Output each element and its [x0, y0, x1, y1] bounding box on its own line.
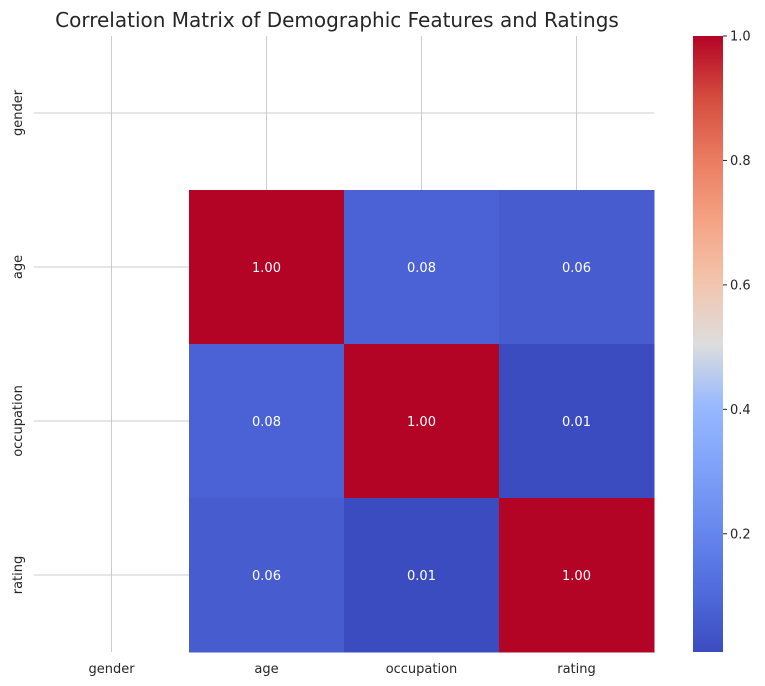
colorbar-tick-label: 0.4: [730, 403, 751, 418]
cell-value-label: 0.08: [407, 261, 436, 276]
y-tick-label: occupation: [11, 385, 26, 457]
cell-value-label: 1.00: [562, 569, 591, 584]
heatmap-cell: [344, 344, 500, 499]
heatmap-cells: 1.00 0.08 0.06 0.08 1.00 0.01 0.06 0.01 1.00: [189, 190, 655, 653]
x-tick-label: gender: [88, 662, 135, 677]
heatmap-cell: [189, 498, 345, 653]
colorbar-tick-label: 0.8: [730, 154, 751, 169]
colorbar-tick-label: 1.0: [730, 30, 751, 45]
y-axis: gender age occupation rating: [11, 89, 26, 594]
x-axis: gender age occupation rating: [88, 662, 595, 677]
cell-value-label: 0.01: [562, 415, 591, 430]
cell-value-label: 0.06: [252, 569, 281, 584]
y-tick-label: gender: [11, 89, 26, 136]
heatmap-cell: [344, 498, 500, 653]
colorbar: 0.2 0.4 0.6 0.8 1.0: [693, 30, 751, 652]
cell-value-label: 0.01: [407, 569, 436, 584]
heatmap-cell: [499, 190, 655, 345]
cell-value-label: 0.06: [562, 261, 591, 276]
heatmap-cell: [499, 344, 655, 499]
heatmap-cell: [344, 190, 500, 345]
y-tick-label: age: [11, 255, 26, 279]
x-tick-label: occupation: [386, 662, 458, 677]
heatmap-cell: [189, 190, 345, 345]
heatmap-cell: [189, 344, 345, 499]
heatmap-cell: [499, 498, 655, 653]
x-tick-label: age: [254, 662, 278, 677]
cell-value-label: 0.08: [252, 415, 281, 430]
y-tick-label: rating: [11, 556, 26, 595]
colorbar-tick-label: 0.2: [730, 527, 751, 542]
cell-value-label: 1.00: [407, 415, 436, 430]
chart-title: Correlation Matrix of Demographic Featur…: [55, 8, 619, 32]
colorbar-gradient: [693, 36, 723, 652]
x-tick-label: rating: [557, 662, 596, 677]
cell-value-label: 1.00: [252, 261, 281, 276]
colorbar-tick-label: 0.6: [730, 278, 751, 293]
